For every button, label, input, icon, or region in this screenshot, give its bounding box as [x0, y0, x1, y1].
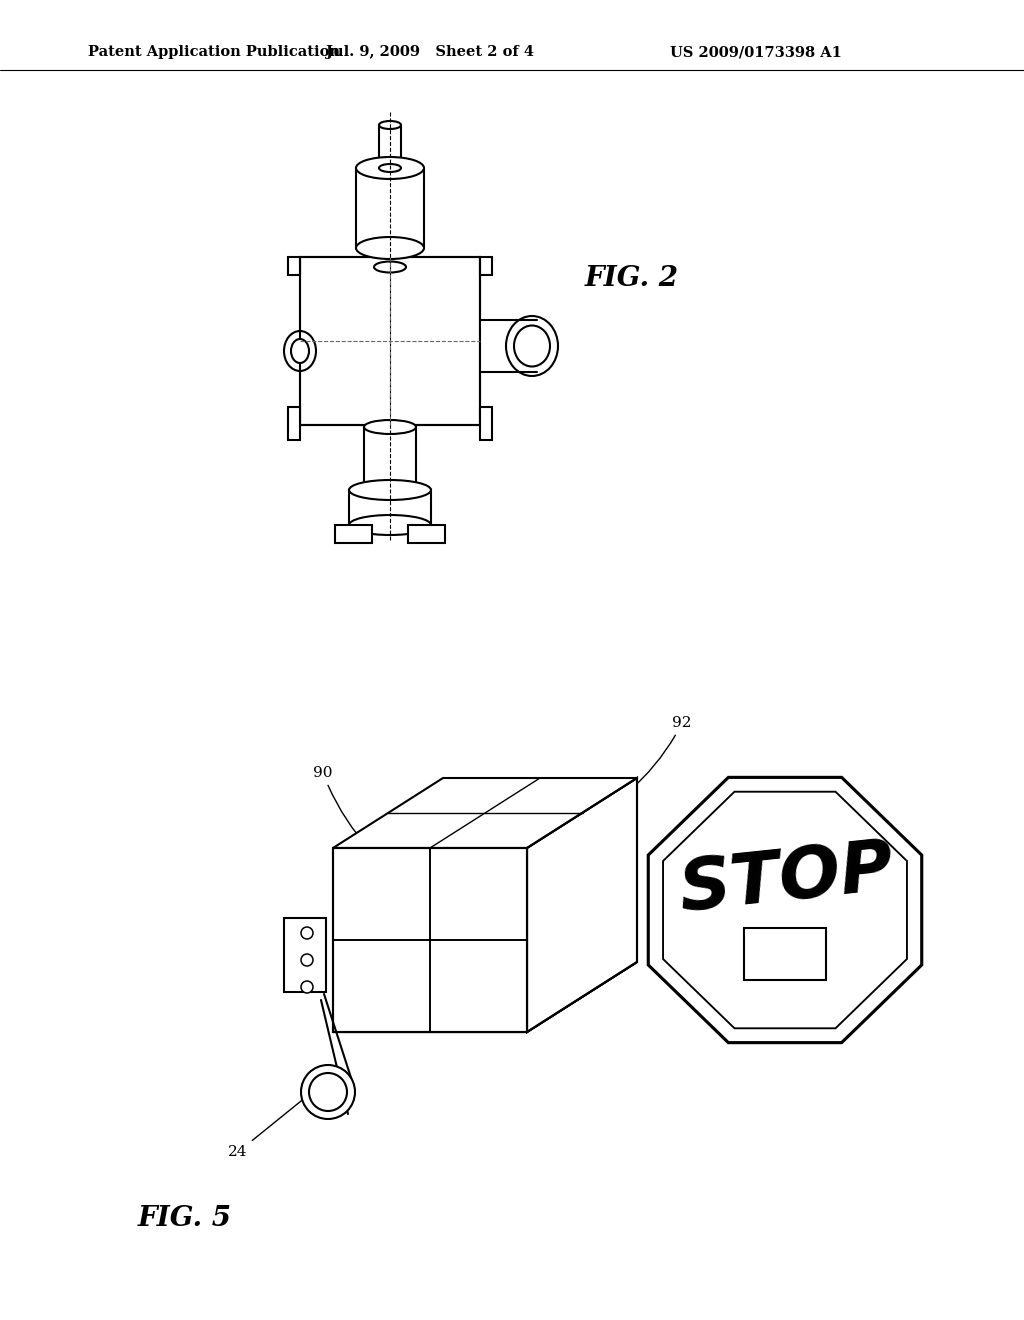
Ellipse shape — [284, 331, 316, 371]
Polygon shape — [288, 257, 300, 275]
Polygon shape — [390, 341, 480, 425]
Polygon shape — [333, 962, 637, 1032]
Ellipse shape — [349, 515, 431, 535]
Ellipse shape — [514, 326, 550, 367]
Ellipse shape — [291, 339, 309, 363]
Ellipse shape — [356, 157, 424, 180]
Text: 90: 90 — [313, 766, 371, 851]
Polygon shape — [364, 426, 416, 490]
Ellipse shape — [309, 1073, 347, 1111]
Polygon shape — [527, 777, 637, 1032]
Polygon shape — [480, 319, 537, 372]
Ellipse shape — [379, 121, 401, 129]
Polygon shape — [300, 257, 480, 425]
Text: FIG. 2: FIG. 2 — [585, 264, 679, 292]
Ellipse shape — [364, 483, 416, 498]
Polygon shape — [333, 777, 637, 847]
Polygon shape — [648, 777, 922, 1043]
Ellipse shape — [356, 238, 424, 259]
Ellipse shape — [301, 981, 313, 993]
Text: Patent Application Publication: Patent Application Publication — [88, 45, 340, 59]
Text: Jul. 9, 2009   Sheet 2 of 4: Jul. 9, 2009 Sheet 2 of 4 — [326, 45, 534, 59]
Polygon shape — [480, 257, 492, 275]
Polygon shape — [744, 928, 826, 979]
Polygon shape — [480, 407, 492, 440]
Polygon shape — [349, 490, 431, 525]
Ellipse shape — [301, 1065, 355, 1119]
Text: FIG. 5: FIG. 5 — [138, 1204, 232, 1232]
Ellipse shape — [301, 927, 313, 939]
Text: 92: 92 — [629, 715, 692, 791]
Polygon shape — [356, 168, 424, 248]
Polygon shape — [288, 407, 300, 440]
Polygon shape — [335, 525, 372, 543]
Polygon shape — [408, 525, 445, 543]
Ellipse shape — [379, 164, 401, 172]
Text: 24: 24 — [228, 1098, 304, 1159]
Ellipse shape — [506, 315, 558, 376]
Ellipse shape — [364, 420, 416, 434]
Polygon shape — [284, 917, 326, 993]
Text: US 2009/0173398 A1: US 2009/0173398 A1 — [670, 45, 842, 59]
Polygon shape — [379, 125, 401, 168]
Polygon shape — [333, 847, 527, 1032]
Text: STOP: STOP — [676, 834, 898, 925]
Ellipse shape — [349, 480, 431, 500]
Ellipse shape — [301, 954, 313, 966]
Ellipse shape — [374, 261, 406, 272]
